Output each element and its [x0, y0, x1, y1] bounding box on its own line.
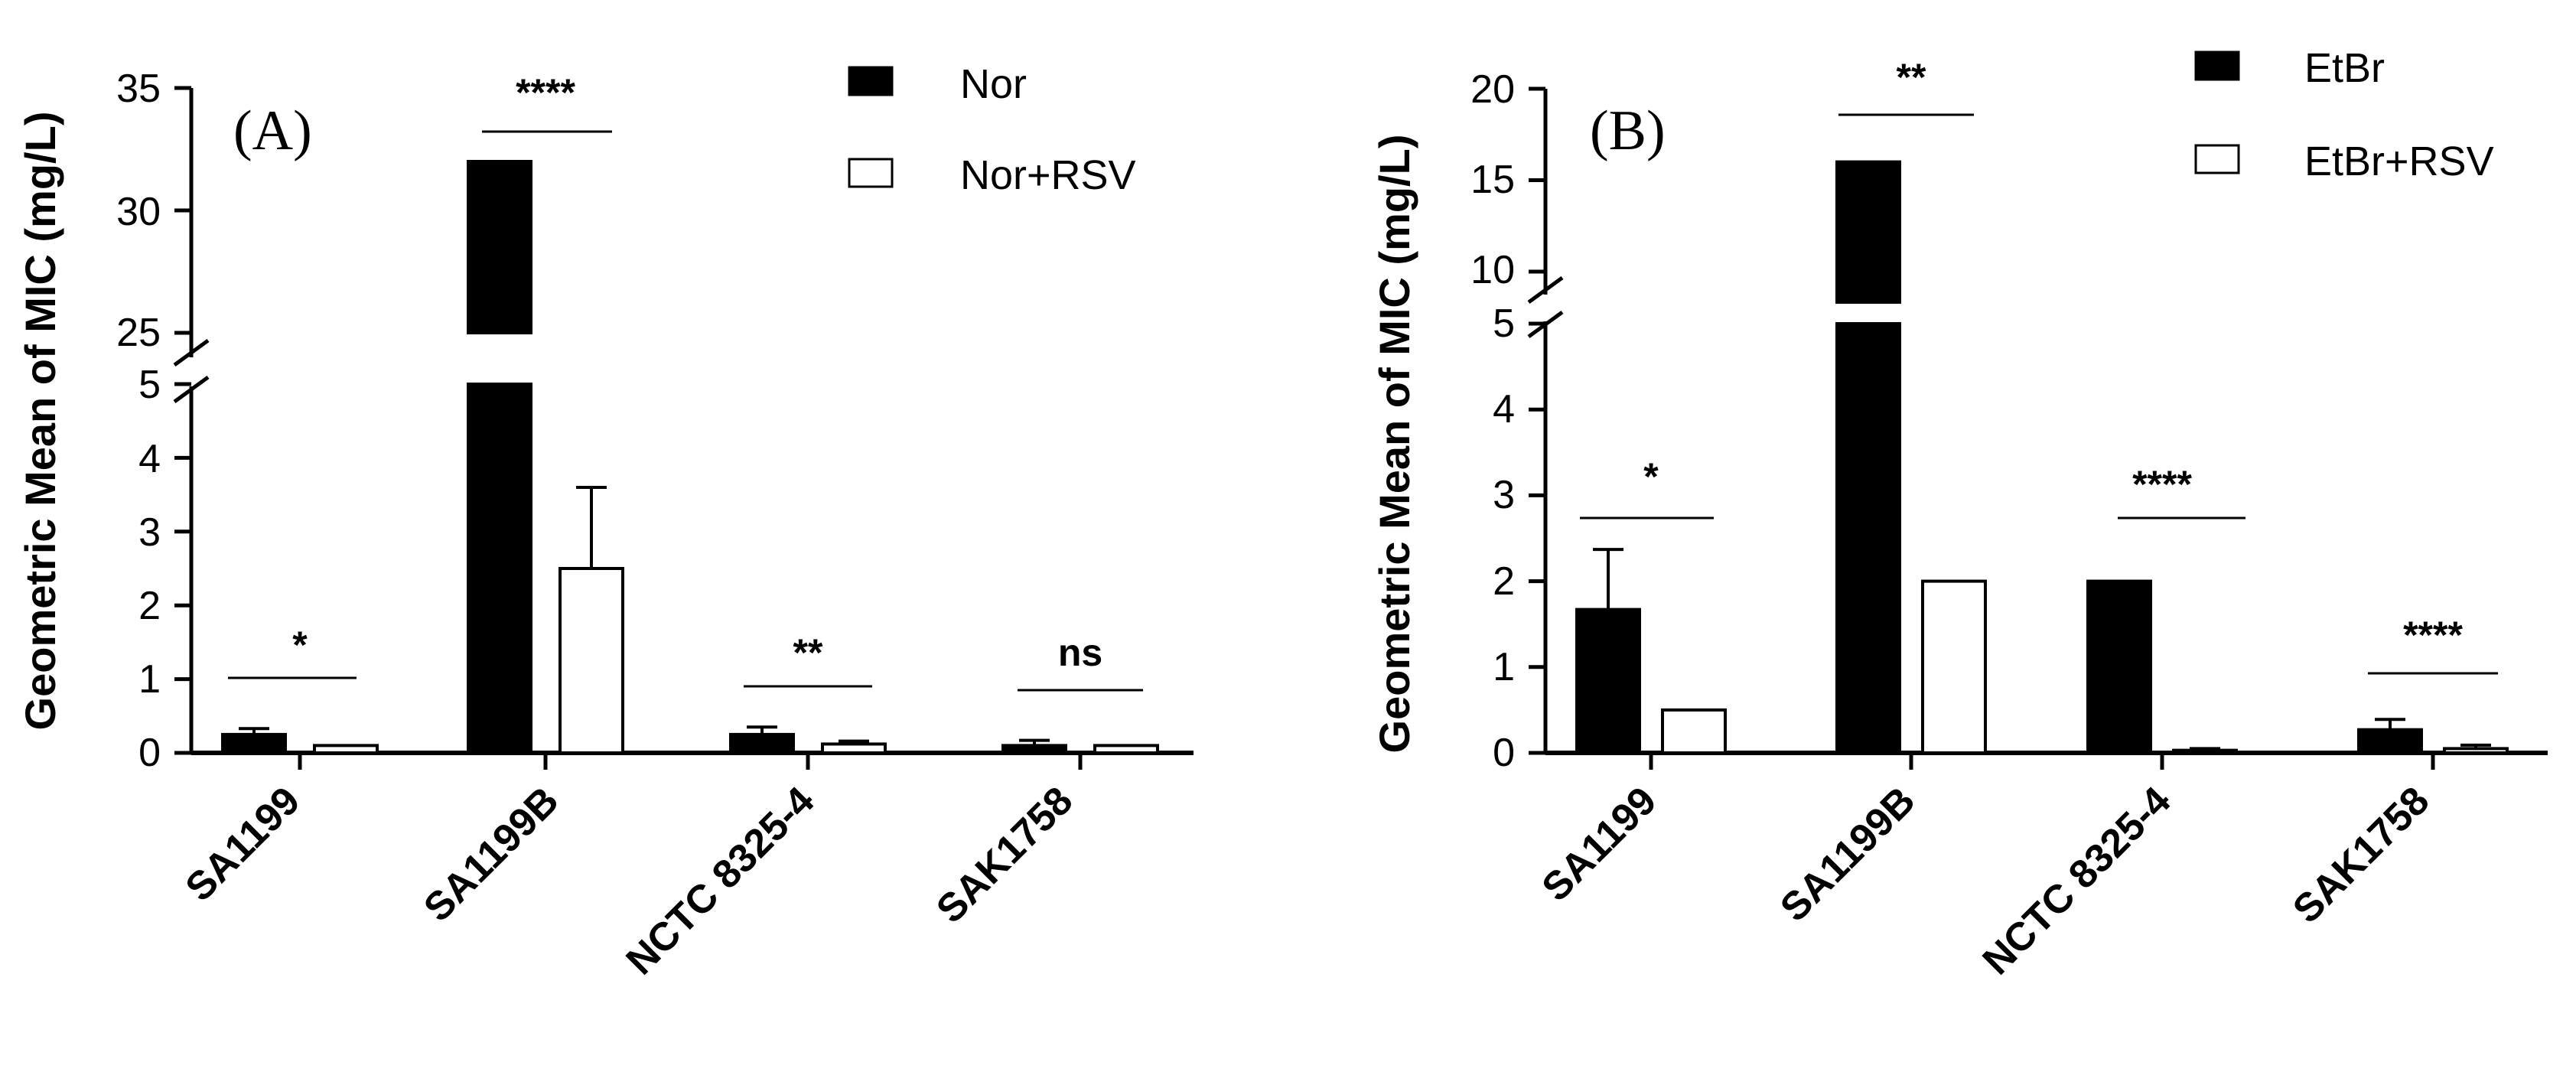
y-tick-upper-20: 20 [1470, 67, 1515, 112]
legend-label-nor-rsv: Nor+RSV [960, 152, 1136, 198]
category-label-sak1758-a: SAK1758 [928, 778, 1081, 931]
y-tick-b-1: 1 [1493, 645, 1515, 689]
y-tick-upper-30: 30 [116, 190, 161, 234]
bar-nor-rsv-nctc-8325-4 [821, 742, 887, 755]
bar-etbr-sa1199b-upper [1835, 160, 1901, 304]
significance-sa1199-b: * [1643, 455, 1659, 498]
bar-nor-sak1758 [1001, 744, 1067, 754]
axis-break-mark-top-b [1527, 275, 1564, 305]
bar-nor-sa1199 [221, 732, 287, 755]
y-tick-4: 4 [138, 437, 161, 481]
significance-sak1758-b: **** [2403, 614, 2463, 656]
y-tick-5: 5 [138, 363, 161, 407]
significance-sa1199b-b: ** [1897, 56, 1926, 99]
y-axis-title-a: Geometric Mean of MIC (mg/L) [16, 112, 64, 731]
bar-nor-nctc-8325-4 [729, 732, 795, 755]
y-tick-b-5: 5 [1493, 301, 1515, 346]
bar-nor-rsv-sak1758 [1093, 744, 1159, 754]
bar-etbr-nctc-8325-4 [2086, 579, 2152, 754]
bar-etbr-rsv-nctc-8325-4 [2172, 748, 2238, 754]
y-tick-3: 3 [138, 510, 161, 555]
y-tick-upper-15: 15 [1470, 158, 1515, 202]
bar-nor-sa1199b-lower [467, 383, 532, 754]
panel-a: (A) Geometric Mean of MIC (mg/L) Nor Nor… [16, 61, 1136, 983]
legend-swatch-etbr-rsv [2194, 144, 2240, 174]
legend-label-etbr: EtBr [2304, 45, 2385, 91]
y-tick-upper-35: 35 [116, 67, 161, 111]
y-axis-title-b: Geometric Mean of MIC (mg/L) [1370, 135, 1418, 754]
axis-break-mark-top-a [173, 338, 210, 367]
panel-b: (B) Geometric Mean of MIC (mg/L) EtBr Et… [1370, 45, 2494, 983]
bar-etbr-rsv-sa1199 [1661, 708, 1727, 755]
bar-etbr-sa1199b-lower [1835, 322, 1901, 754]
y-tick-b-2: 2 [1493, 559, 1515, 604]
category-label-sa1199-a: SA1199 [177, 778, 309, 910]
bar-nor-sa1199b-upper [467, 160, 532, 334]
legend-label-etbr-rsv: EtBr+RSV [2304, 138, 2494, 184]
significance-sa1199b-a: **** [516, 71, 575, 114]
y-tick-b-0: 0 [1493, 731, 1515, 775]
category-label-sa1199b-a: SA1199B [415, 778, 567, 930]
category-label-nctc-a: NCTC 8325-4 [618, 778, 823, 983]
significance-sa1199-a: * [292, 624, 308, 666]
category-label-nctc-b: NCTC 8325-4 [1975, 778, 2180, 983]
bar-nor-rsv-sa1199b [559, 567, 624, 754]
chart-marks [173, 86, 2548, 770]
bar-etbr-rsv-sak1758 [2443, 747, 2509, 755]
bar-etbr-sak1758 [2357, 728, 2423, 754]
y-tick-b-3: 3 [1493, 473, 1515, 517]
panel-label-a: (A) [233, 99, 312, 162]
significance-nctc-a: ** [793, 631, 823, 674]
category-label-sak1758-b: SAK1758 [2285, 778, 2438, 931]
y-tick-0: 0 [138, 731, 161, 775]
y-tick-upper-10: 10 [1470, 248, 1515, 292]
axis-break-mark-bottom-a [173, 375, 210, 404]
bar-etbr-sa1199 [1575, 608, 1641, 754]
y-tick-1: 1 [138, 657, 161, 702]
bar-nor-rsv-sa1199 [313, 744, 379, 754]
bar-etbr-rsv-sa1199b [1921, 579, 1987, 754]
legend-swatch-etbr [2194, 50, 2240, 81]
legend-swatch-nor [848, 66, 894, 96]
legend-label-nor: Nor [960, 61, 1027, 107]
y-tick-upper-25: 25 [116, 311, 161, 355]
significance-nctc-b: **** [2132, 463, 2192, 506]
y-tick-2: 2 [138, 584, 161, 628]
significance-sak1758-a: ns [1058, 631, 1102, 674]
y-tick-b-4: 4 [1493, 387, 1515, 432]
legend-swatch-nor-rsv [848, 158, 894, 188]
category-label-sa1199-b: SA1199 [1534, 778, 1666, 910]
category-label-sa1199b-b: SA1199B [1772, 778, 1923, 930]
panel-label-b: (B) [1590, 99, 1666, 162]
